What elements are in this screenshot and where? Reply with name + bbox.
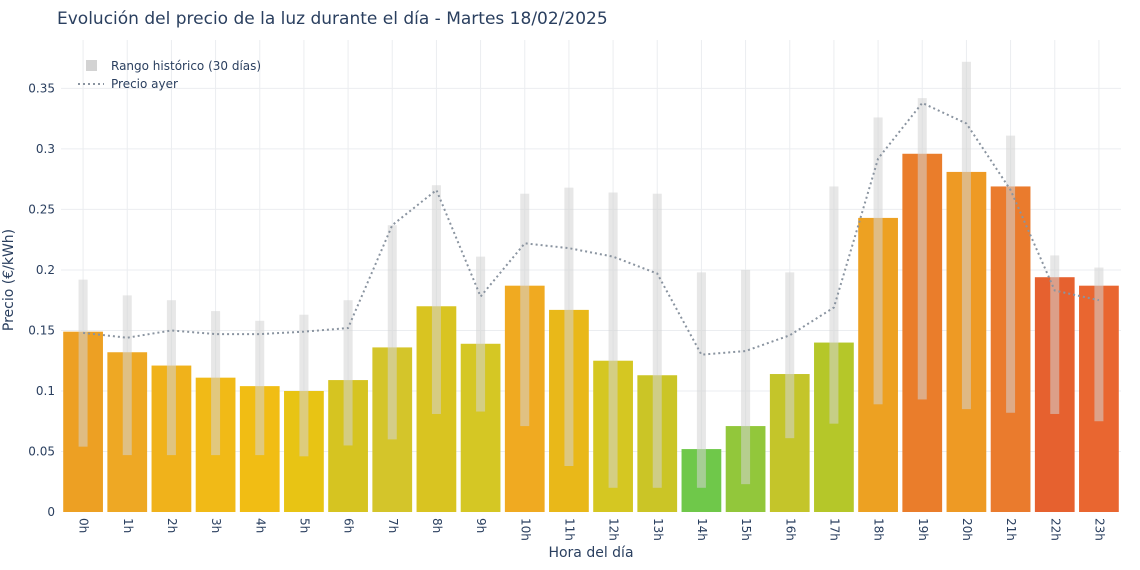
x-tick-label: 10h bbox=[518, 518, 532, 541]
historical-range-bar bbox=[961, 61, 971, 410]
x-tick-label: 9h bbox=[474, 518, 488, 533]
x-tick-label: 6h bbox=[342, 518, 356, 533]
y-tick-label: 0.1 bbox=[36, 384, 55, 398]
y-tick-label: 0 bbox=[47, 505, 55, 519]
y-tick-label: 0.2 bbox=[36, 263, 55, 277]
x-axis-title: Hora del día bbox=[548, 545, 633, 561]
y-tick-label: 0.15 bbox=[28, 323, 55, 337]
historical-range-bar bbox=[387, 225, 397, 440]
price-bars bbox=[63, 153, 1119, 512]
historical-range-bar bbox=[78, 279, 88, 447]
historical-range-bar bbox=[1006, 135, 1016, 413]
x-tick-label: 13h bbox=[651, 518, 665, 541]
x-tick-label: 2h bbox=[165, 518, 179, 533]
x-axis-ticks: 0h 1h 2h 3h 4h 5h 6h 7h 8h 9h 10h 11h 12h 13h 14h 15h 16… bbox=[77, 518, 1107, 541]
yesterday-price-line bbox=[82, 101, 1100, 356]
historical-range-bar bbox=[476, 256, 486, 412]
y-tick-label: 0.35 bbox=[28, 81, 55, 95]
legend[interactable]: Rango histórico (30 días) Precio ayer bbox=[78, 59, 261, 91]
x-tick-label: 7h bbox=[386, 518, 400, 533]
historical-range-bar bbox=[741, 269, 751, 485]
x-tick-label: 17h bbox=[827, 518, 841, 541]
historical-range-bars bbox=[78, 61, 1104, 488]
x-tick-label: 1h bbox=[121, 518, 135, 533]
historical-range-bar bbox=[255, 320, 265, 456]
x-tick-label: 4h bbox=[253, 518, 267, 533]
historical-range-bar bbox=[343, 300, 353, 446]
x-tick-label: 16h bbox=[783, 518, 797, 541]
historical-range-bar bbox=[431, 185, 441, 414]
x-tick-label: 20h bbox=[960, 518, 974, 541]
x-tick-label: 22h bbox=[1048, 518, 1062, 541]
x-tick-label: 19h bbox=[916, 518, 930, 541]
legend-line-label: Precio ayer bbox=[111, 77, 178, 91]
historical-range-bar bbox=[520, 193, 530, 427]
y-tick-label: 0.05 bbox=[28, 444, 55, 458]
x-tick-label: 23h bbox=[1092, 518, 1106, 541]
y-axis-ticks: 0 0.05 0.1 0.15 0.2 0.25 0.3 0.35 bbox=[28, 81, 55, 519]
historical-range-bar bbox=[211, 311, 221, 456]
x-tick-label: 15h bbox=[739, 518, 753, 541]
historical-range-bar bbox=[564, 187, 574, 467]
historical-range-bar bbox=[1050, 255, 1060, 414]
y-tick-label: 0.25 bbox=[28, 202, 55, 216]
historical-range-bar bbox=[829, 186, 839, 424]
chart-title: Evolución del precio de la luz durante e… bbox=[57, 9, 608, 29]
yesterday-line bbox=[82, 101, 1100, 356]
x-tick-label: 8h bbox=[430, 518, 444, 533]
historical-range-bar bbox=[785, 272, 795, 439]
historical-range-bar bbox=[299, 314, 309, 457]
y-axis-title: Precio (€/kWh) bbox=[1, 229, 17, 331]
historical-range-bar bbox=[652, 193, 662, 488]
x-tick-label: 11h bbox=[562, 518, 576, 541]
legend-range-swatch bbox=[86, 60, 97, 71]
legend-range-label: Rango histórico (30 días) bbox=[111, 59, 261, 73]
x-tick-label: 5h bbox=[297, 518, 311, 533]
x-tick-label: 21h bbox=[1004, 518, 1018, 541]
historical-range-bar bbox=[166, 300, 176, 456]
historical-range-bar bbox=[1094, 267, 1104, 422]
x-tick-label: 12h bbox=[607, 518, 621, 541]
historical-range-bar bbox=[122, 295, 132, 456]
historical-range-bar bbox=[873, 117, 883, 405]
historical-range-bar bbox=[696, 272, 706, 488]
y-tick-label: 0.3 bbox=[36, 142, 55, 156]
historical-range-bar bbox=[917, 98, 927, 400]
x-tick-label: 14h bbox=[695, 518, 709, 541]
x-tick-label: 18h bbox=[872, 518, 886, 541]
x-tick-label: 3h bbox=[209, 518, 223, 533]
historical-range-bar bbox=[608, 192, 618, 488]
x-tick-label: 0h bbox=[77, 518, 91, 533]
